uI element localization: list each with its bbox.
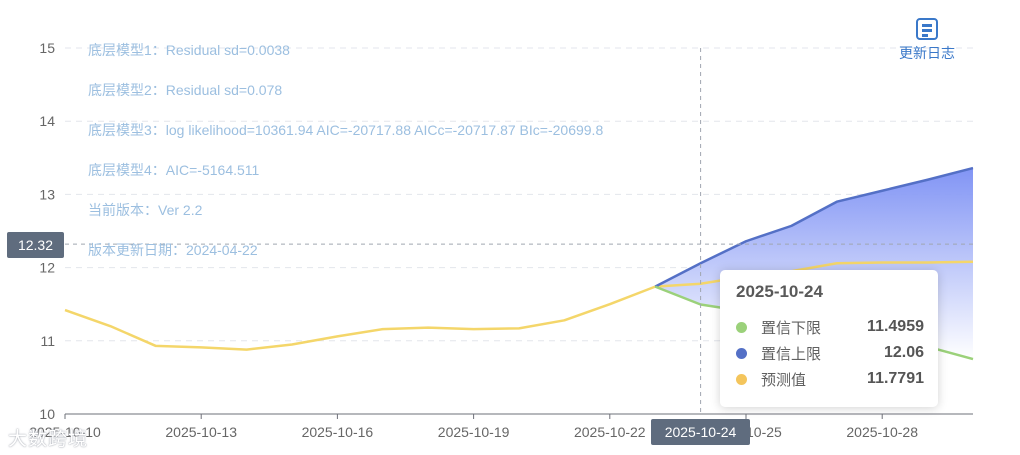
tooltip-row-upper: 置信上限 12.06	[736, 340, 924, 366]
y-tick-label: 12	[39, 260, 55, 276]
model-annotation-line: 当前版本：Ver 2.2	[88, 202, 203, 218]
tooltip-date: 2025-10-24	[736, 282, 823, 301]
crosshair-y-label: 12.32	[7, 232, 64, 258]
changelog-label: 更新日志	[899, 45, 955, 61]
lower-bound-dot	[736, 321, 747, 333]
x-tick-label: 2025-10-19	[438, 424, 510, 440]
x-tick-label: 2025-10-16	[302, 424, 374, 440]
model-annotation-line: 底层模型1：Residual sd=0.0038	[88, 42, 290, 58]
watermark-logo: 大数跨境	[8, 429, 89, 450]
tooltip-series-name: 预测值	[761, 371, 807, 389]
forecast-line	[64, 260, 974, 351]
changelog-button[interactable]: 更新日志	[892, 18, 962, 63]
tooltip-row-forecast: 预测值 11.7791	[736, 366, 924, 392]
model-annotation-line: 底层模型2：Residual sd=0.078	[88, 82, 283, 98]
y-tick-label: 14	[39, 113, 55, 129]
y-tick-label: 15	[39, 40, 55, 56]
y-tick-label: 11	[40, 333, 55, 349]
model-annotation-line: 底层模型4：AIC=-5164.511	[88, 162, 260, 178]
crosshair-x-label: 2025-10-24	[651, 419, 750, 445]
tooltip: 2025-10-24 置信下限 11.4959 置信上限 12.06 预测值 1…	[720, 270, 938, 407]
x-tick-label: 2025-10-10	[29, 424, 101, 440]
tooltip-series-value: 11.7791	[867, 370, 924, 387]
tooltip-series-name: 置信下限	[761, 319, 822, 337]
x-tick-label: 2025-10-22	[574, 424, 646, 440]
model-annotation-line: 版本更新日期：2024-04-22	[88, 242, 258, 258]
y-tick-label: 10	[39, 406, 55, 422]
tooltip-series-name: 置信上限	[761, 345, 822, 363]
forecast-dot	[736, 373, 747, 385]
x-tick-label: 2025-10-28	[846, 424, 918, 440]
model-annotation-line: 底层模型3：log likelihood=10361.94 AIC=-20717…	[88, 122, 604, 138]
tooltip-series-value: 12.06	[883, 344, 924, 361]
x-tick-label: 2025-10-13	[165, 424, 237, 440]
document-icon	[916, 18, 938, 40]
upper-bound-line	[654, 166, 974, 288]
tooltip-row-lower: 置信下限 11.4959	[736, 314, 924, 340]
y-tick-label: 13	[39, 186, 55, 202]
tooltip-series-value: 11.4959	[867, 318, 924, 335]
upper-bound-dot	[736, 347, 747, 359]
